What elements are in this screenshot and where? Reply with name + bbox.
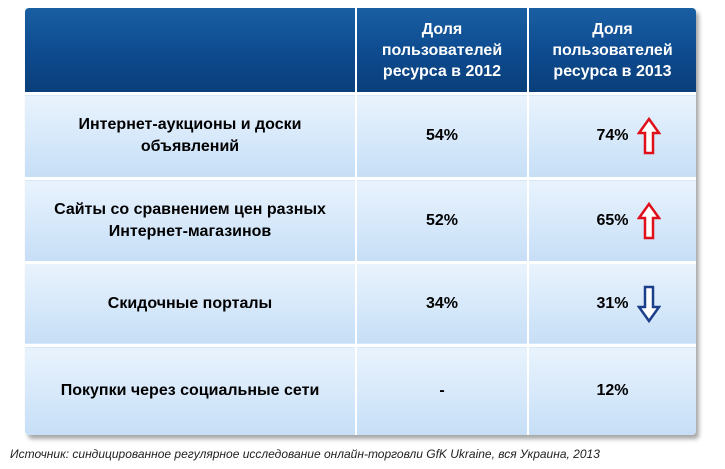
arrow-down-icon: [636, 285, 662, 324]
value-2013: 65%: [596, 211, 629, 229]
table-row: Сайты со сравнением цен разных Интернет-…: [25, 178, 696, 264]
value-2012: -: [356, 345, 529, 435]
row-label: Покупки через социальные сети: [25, 345, 357, 435]
table-row: Покупки через социальные сети - 12%: [25, 345, 696, 435]
value-2013-cell: 65%: [528, 178, 696, 264]
arrow-up-icon: [636, 201, 662, 240]
header-cell-2012: Доля пользователей ресурса в 2012: [356, 8, 529, 95]
value-2012: 54%: [356, 93, 529, 181]
value-2013: 74%: [596, 127, 629, 145]
row-label: Скидочные порталы: [25, 262, 357, 348]
header-cell-empty: [25, 8, 357, 95]
value-2013-cell: 31%: [528, 262, 696, 348]
data-table: Доля пользователей ресурса в 2012 Доля п…: [25, 8, 696, 435]
source-note: Источник: синдицированное регулярное исс…: [10, 447, 600, 461]
value-2013: 31%: [596, 294, 629, 312]
header-row: Доля пользователей ресурса в 2012 Доля п…: [25, 8, 696, 95]
value-2012: 34%: [356, 262, 529, 348]
value-2013-cell: 12%: [528, 345, 696, 435]
table-row: Интернет-аукционы и доски объявлений 54% 7…: [25, 93, 696, 181]
row-label: Интернет-аукционы и доски объявлений: [25, 93, 357, 181]
row-label: Сайты со сравнением цен разных Интернет-…: [25, 178, 357, 264]
value-2012: 52%: [356, 178, 529, 264]
header-cell-2013: Доля пользователей ресурса в 2013: [528, 8, 696, 95]
value-2013-cell: 74%: [528, 93, 696, 181]
arrow-up-icon: [636, 117, 662, 155]
value-2013: 12%: [596, 382, 629, 400]
table-row: Скидочные порталы 34% 31%: [25, 262, 696, 348]
